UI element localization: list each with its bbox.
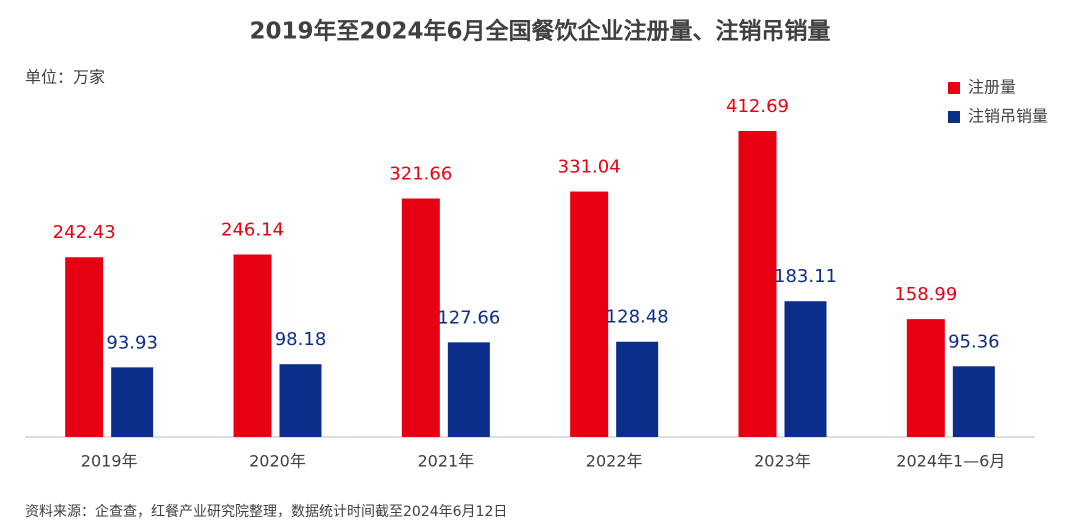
bar	[906, 319, 945, 437]
bar	[570, 191, 609, 437]
value-label: 242.43	[53, 222, 116, 243]
x-tick-label: 2019年	[81, 452, 138, 471]
x-tick-label: 2023年	[754, 452, 811, 471]
chart-title: 2019年至2024年6月全国餐饮企业注册量、注销吊销量	[249, 18, 830, 45]
value-label: 127.66	[437, 307, 500, 328]
bar	[279, 364, 322, 437]
bar	[111, 367, 154, 437]
x-tick-label: 2021年	[417, 452, 474, 471]
value-label: 331.04	[558, 157, 621, 178]
bar	[784, 301, 827, 437]
legend-label: 注册量	[968, 78, 1016, 97]
unit-label: 单位：万家	[25, 68, 105, 87]
value-label: 158.99	[894, 284, 957, 305]
legend-swatch	[948, 111, 960, 123]
value-label: 412.69	[726, 96, 789, 117]
x-tick-label: 2024年1—6月	[896, 452, 1005, 471]
x-tick-label: 2022年	[586, 452, 643, 471]
bar	[233, 254, 272, 437]
x-tick-label: 2020年	[249, 452, 306, 471]
value-label: 183.11	[774, 266, 837, 287]
value-label: 246.14	[221, 219, 284, 240]
value-label: 321.66	[389, 163, 452, 184]
value-label: 98.18	[275, 329, 327, 350]
value-label: 128.48	[606, 307, 669, 328]
bar	[401, 198, 440, 437]
bar	[616, 341, 659, 437]
legend-label: 注销吊销量	[968, 107, 1048, 126]
bar	[952, 366, 995, 437]
source-note: 资料来源：企查查，红餐产业研究院整理，数据统计时间截至2024年6月12日	[25, 503, 507, 520]
legend-swatch	[948, 82, 960, 94]
bar	[65, 257, 104, 437]
value-label: 93.93	[106, 332, 158, 353]
value-label: 95.36	[948, 331, 1000, 352]
bar	[738, 131, 777, 437]
bar	[447, 342, 490, 437]
